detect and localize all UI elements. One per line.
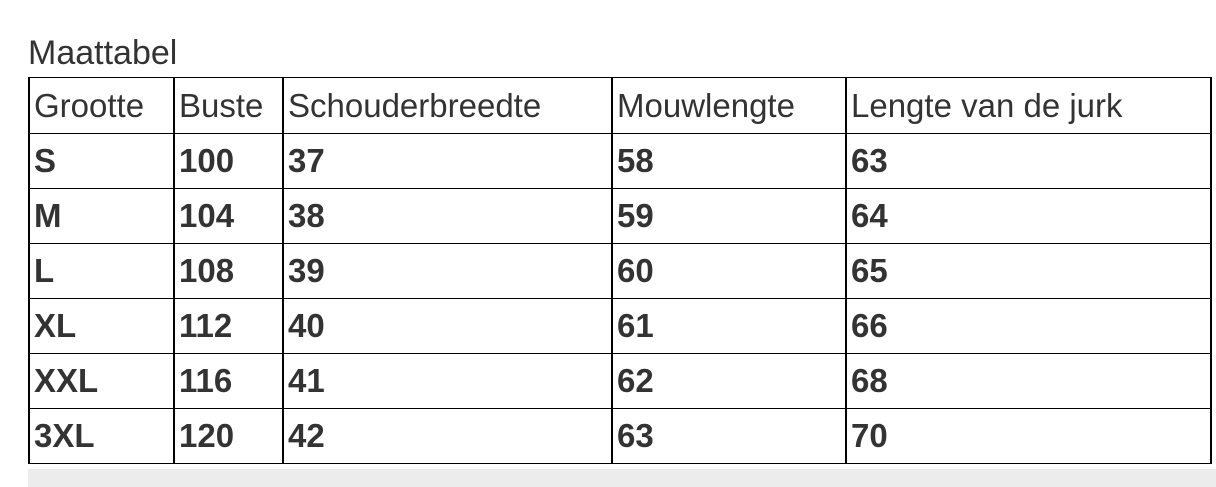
page-title: Maattabel [28,34,178,72]
table-row: XL 112 40 61 66 [28,298,1212,354]
cell-size: 3XL [28,408,175,464]
cell-size: XXL [28,353,175,409]
cell-schouderbreedte: 37 [282,133,613,189]
cell-mouwlengte: 62 [611,353,847,409]
col-header-mouwlengte: Mouwlengte [611,77,847,134]
col-header-lengte-jurk: Lengte van de jurk [845,77,1212,134]
cell-buste: 108 [173,243,284,299]
cell-buste: 112 [173,298,284,354]
cell-mouwlengte: 60 [611,243,847,299]
cell-lengte-jurk: 66 [845,298,1212,354]
cell-lengte-jurk: 65 [845,243,1212,299]
cell-schouderbreedte: 40 [282,298,613,354]
cell-buste: 100 [173,133,284,189]
cell-schouderbreedte: 42 [282,408,613,464]
cell-lengte-jurk: 70 [845,408,1212,464]
table-row: S 100 37 58 63 [28,133,1212,189]
cell-mouwlengte: 59 [611,188,847,244]
bottom-panel-edge [28,469,1216,487]
header-row: Grootte Buste Schouderbreedte Mouwlengte… [28,77,1212,134]
table-row: L 108 39 60 65 [28,243,1212,299]
cell-buste: 120 [173,408,284,464]
cell-schouderbreedte: 38 [282,188,613,244]
cell-mouwlengte: 63 [611,408,847,464]
cell-schouderbreedte: 39 [282,243,613,299]
table-row: XXL 116 41 62 68 [28,353,1212,409]
size-table: Grootte Buste Schouderbreedte Mouwlengte… [28,77,1212,464]
cell-lengte-jurk: 64 [845,188,1212,244]
table-row: 3XL 120 42 63 70 [28,408,1212,464]
cell-buste: 104 [173,188,284,244]
cell-size: XL [28,298,175,354]
cell-size: L [28,243,175,299]
table-row: M 104 38 59 64 [28,188,1212,244]
cell-buste: 116 [173,353,284,409]
col-header-buste: Buste [173,77,284,134]
col-header-grootte: Grootte [28,77,175,134]
cell-size: S [28,133,175,189]
cell-schouderbreedte: 41 [282,353,613,409]
cell-mouwlengte: 61 [611,298,847,354]
cell-size: M [28,188,175,244]
cell-lengte-jurk: 63 [845,133,1212,189]
col-header-schouderbreedte: Schouderbreedte [282,77,613,134]
cell-mouwlengte: 58 [611,133,847,189]
cell-lengte-jurk: 68 [845,353,1212,409]
